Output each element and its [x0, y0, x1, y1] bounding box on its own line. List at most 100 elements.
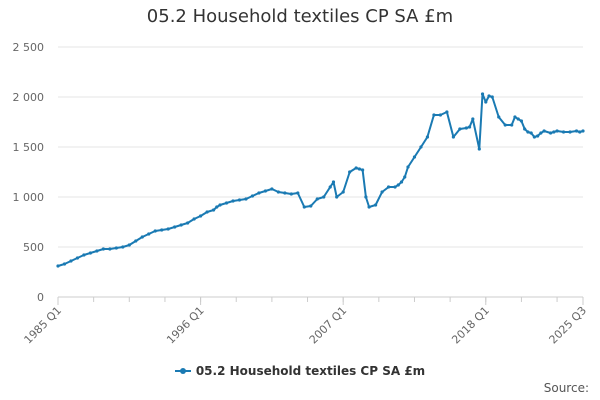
data-point[interactable]	[192, 217, 196, 221]
data-point[interactable]	[357, 167, 361, 171]
data-point[interactable]	[526, 130, 530, 134]
data-point[interactable]	[419, 145, 423, 149]
data-point[interactable]	[480, 92, 485, 96]
data-point[interactable]	[542, 129, 546, 133]
data-point[interactable]	[503, 123, 507, 127]
data-point[interactable]	[341, 190, 345, 194]
data-point[interactable]	[484, 100, 488, 104]
data-point[interactable]	[464, 126, 468, 130]
data-point[interactable]	[147, 232, 151, 236]
series-line-group[interactable]	[56, 92, 585, 268]
data-point[interactable]	[95, 249, 99, 253]
data-point[interactable]	[75, 256, 80, 260]
data-point[interactable]	[477, 147, 481, 151]
data-point[interactable]	[445, 110, 449, 114]
data-point[interactable]	[276, 190, 280, 194]
data-point[interactable]	[396, 183, 400, 187]
data-point[interactable]	[160, 228, 164, 232]
data-point[interactable]	[257, 191, 261, 195]
data-point[interactable]	[364, 195, 368, 199]
data-point[interactable]	[270, 187, 274, 191]
data-point[interactable]	[438, 113, 443, 117]
data-point[interactable]	[244, 197, 248, 201]
data-point[interactable]	[198, 214, 203, 218]
data-point[interactable]	[315, 197, 319, 201]
data-point[interactable]	[552, 130, 556, 134]
data-point[interactable]	[140, 235, 144, 239]
data-point[interactable]	[406, 165, 410, 169]
data-point[interactable]	[62, 262, 67, 266]
data-point[interactable]	[574, 129, 579, 133]
data-point[interactable]	[386, 185, 391, 189]
data-point[interactable]	[393, 185, 397, 189]
data-point[interactable]	[331, 180, 336, 184]
data-point[interactable]	[380, 190, 384, 194]
data-point[interactable]	[399, 180, 404, 184]
data-point[interactable]	[548, 131, 553, 135]
data-point[interactable]	[237, 198, 242, 202]
data-point[interactable]	[56, 264, 60, 268]
data-point[interactable]	[361, 168, 365, 172]
data-point[interactable]	[121, 245, 125, 249]
data-point[interactable]	[166, 227, 170, 231]
data-point[interactable]	[127, 243, 131, 247]
data-point[interactable]	[283, 191, 287, 195]
data-point[interactable]	[354, 166, 358, 170]
data-point[interactable]	[263, 189, 268, 193]
data-point[interactable]	[471, 117, 475, 121]
data-point[interactable]	[231, 199, 235, 203]
legend[interactable]: 05.2 Household textiles CP SA £m	[0, 364, 600, 378]
data-point[interactable]	[302, 205, 306, 209]
data-point[interactable]	[250, 194, 255, 198]
data-point[interactable]	[516, 117, 520, 121]
data-point[interactable]	[153, 229, 157, 233]
data-point[interactable]	[309, 204, 313, 208]
data-point[interactable]	[561, 130, 566, 134]
data-point[interactable]	[211, 208, 216, 212]
data-point[interactable]	[532, 135, 536, 139]
data-point[interactable]	[451, 135, 455, 139]
data-point[interactable]	[523, 127, 527, 131]
data-point[interactable]	[490, 95, 494, 99]
data-point[interactable]	[215, 205, 219, 209]
data-point[interactable]	[578, 130, 582, 134]
data-point[interactable]	[218, 203, 222, 207]
data-point[interactable]	[539, 131, 543, 135]
data-point[interactable]	[458, 127, 462, 131]
data-point[interactable]	[134, 239, 138, 243]
data-point[interactable]	[205, 210, 209, 214]
data-point[interactable]	[467, 125, 472, 129]
data-point[interactable]	[296, 191, 300, 195]
data-point[interactable]	[101, 247, 105, 251]
data-point[interactable]	[322, 195, 326, 199]
data-point[interactable]	[373, 203, 378, 207]
data-point[interactable]	[289, 192, 293, 196]
data-point[interactable]	[412, 155, 417, 159]
data-point[interactable]	[108, 247, 112, 251]
data-point[interactable]	[497, 115, 501, 119]
data-point[interactable]	[88, 251, 93, 255]
data-point[interactable]	[69, 259, 73, 263]
data-point[interactable]	[510, 123, 514, 127]
data-point[interactable]	[432, 113, 436, 117]
data-point[interactable]	[487, 94, 491, 98]
data-point[interactable]	[335, 195, 339, 199]
data-point[interactable]	[403, 175, 407, 179]
data-point[interactable]	[581, 129, 585, 133]
data-point[interactable]	[224, 201, 229, 205]
data-point[interactable]	[536, 134, 540, 138]
data-point[interactable]	[179, 223, 183, 227]
data-point[interactable]	[367, 205, 371, 209]
data-point[interactable]	[425, 135, 430, 139]
data-point[interactable]	[82, 253, 86, 257]
data-point[interactable]	[173, 225, 177, 229]
data-point[interactable]	[529, 131, 533, 135]
data-point[interactable]	[513, 115, 517, 119]
data-point[interactable]	[568, 130, 572, 134]
data-point[interactable]	[186, 221, 190, 225]
data-point[interactable]	[555, 129, 559, 133]
data-point[interactable]	[348, 170, 352, 174]
data-point[interactable]	[519, 119, 524, 123]
data-point[interactable]	[114, 246, 118, 250]
data-point[interactable]	[328, 185, 332, 189]
